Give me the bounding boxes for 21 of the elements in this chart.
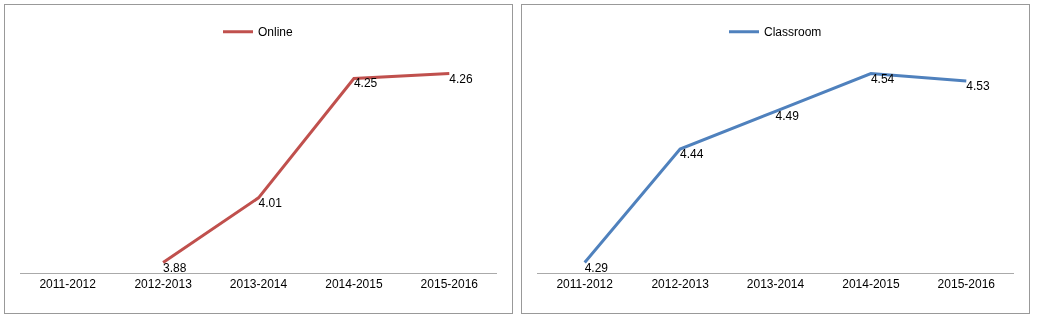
x-tick-label: 2014-2015 [842,277,900,292]
data-label: 3.88 [163,260,187,275]
data-label: 4.25 [353,76,378,91]
data-label: 4.53 [966,79,990,94]
x-tick-label: 2012-2013 [134,277,193,292]
x-tick-label: 2013-2014 [229,277,288,292]
data-label: 4.54 [870,71,895,86]
x-tick-label: 2011-2012 [39,277,97,292]
x-tick-label: 2015-2016 [937,277,996,292]
x-tick-label: 2011-2012 [556,277,614,292]
data-label: 4.29 [584,260,609,275]
legend-label: Classroom [764,25,822,40]
data-label: 4.49 [775,109,800,124]
data-label: 4.44 [680,147,704,162]
x-tick-label: 2012-2013 [651,277,710,292]
data-label: 4.26 [449,71,473,86]
data-label: 4.01 [258,195,283,210]
x-tick-label: 2013-2014 [746,277,805,292]
x-tick-label: 2014-2015 [325,277,383,292]
x-tick-label: 2015-2016 [420,277,479,292]
legend-label: Online [258,25,294,40]
